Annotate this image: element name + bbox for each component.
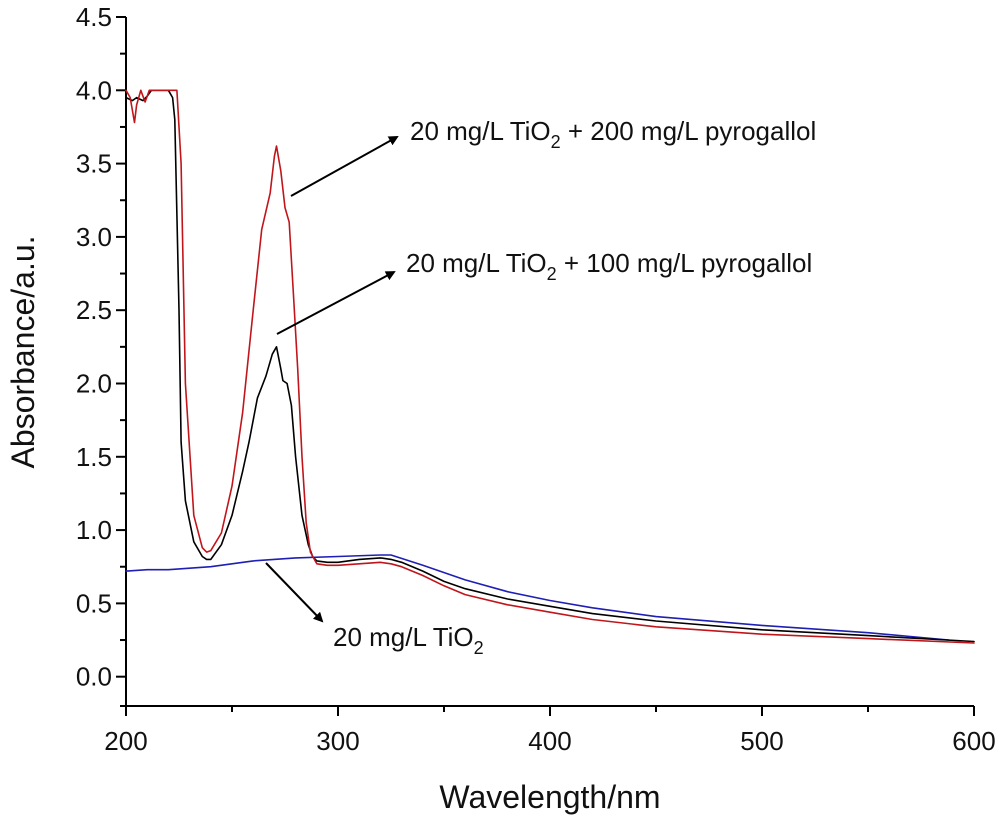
y-tick-label: 2.0 (76, 368, 112, 398)
y-tick-label: 2.5 (76, 295, 112, 325)
x-tick-label: 600 (952, 726, 995, 756)
y-axis-title: Absorbance/a.u. (5, 235, 41, 468)
y-tick-label: 4.0 (76, 75, 112, 105)
series-layer (125, 89, 975, 644)
x-tick-label: 500 (740, 726, 783, 756)
y-tick-label: 3.5 (76, 149, 112, 179)
y-tick-label: 1.5 (76, 442, 112, 472)
annotation-arrow-200 (290, 136, 399, 197)
y-tick-label: 4.5 (76, 2, 112, 32)
y-tick-label: 0.0 (76, 662, 112, 692)
annotation-label-100: 20 mg/L TiO2 + 100 mg/L pyrogallol (406, 248, 812, 284)
axes: 200 300 400 500 600 0.0 0.5 1.0 1.5 2.0 2.5 3.0 3.5 4… (76, 2, 996, 756)
annotation-arrow-tio2 (265, 562, 324, 623)
series-line-2 (125, 89, 975, 643)
x-axis-title: Wavelength/nm (439, 779, 660, 815)
x-tick-label: 300 (316, 726, 359, 756)
annotation-label-200: 20 mg/L TiO2 + 200 mg/L pyrogallol (410, 116, 816, 152)
annotation-arrow-100 (276, 271, 396, 335)
annotation-label-tio2: 20 mg/L TiO2 (333, 622, 484, 658)
y-tick-label: 0.5 (76, 588, 112, 618)
x-tick-label: 400 (528, 726, 571, 756)
x-tick-label: 200 (104, 726, 147, 756)
y-tick-label: 3.0 (76, 222, 112, 252)
y-tick-label: 1.0 (76, 515, 112, 545)
series-line-1 (125, 554, 950, 641)
series-line-3 (125, 89, 975, 644)
